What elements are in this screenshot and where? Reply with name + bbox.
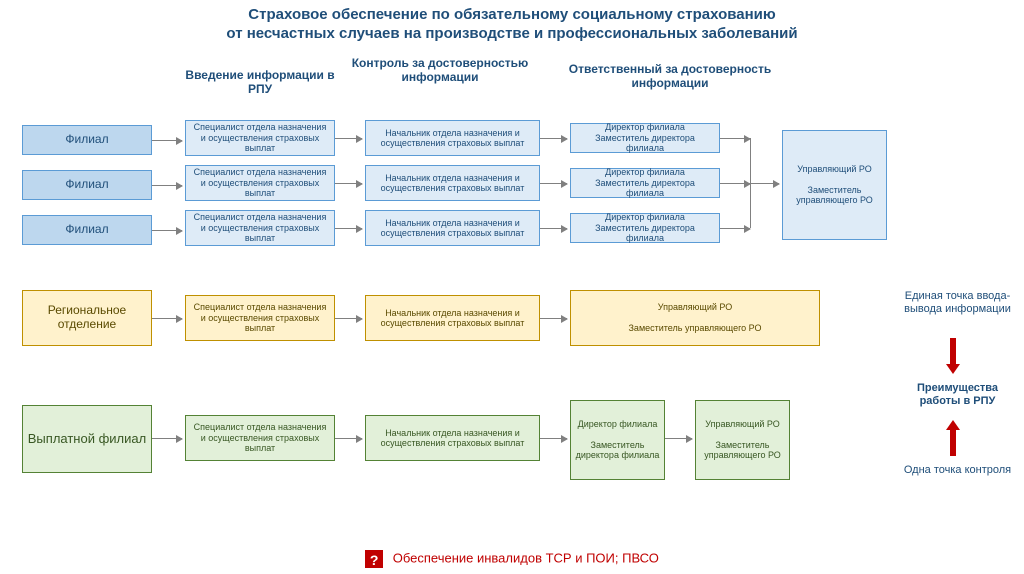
- arrow: [540, 228, 567, 229]
- arrow: [750, 183, 779, 184]
- cell-r1-spec: Специалист отдела назначения и осуществл…: [185, 120, 335, 156]
- cell-r1-dir: Директор филиала Заместитель директора ф…: [570, 123, 720, 153]
- arrow: [665, 438, 692, 439]
- side-text-2: Преимущества работы в РПУ: [900, 382, 1015, 408]
- arrow: [335, 438, 362, 439]
- arrow: [540, 318, 567, 319]
- cell-r1-head: Начальник отдела назначения и осуществле…: [365, 120, 540, 156]
- arrow: [720, 138, 750, 139]
- col-header-1: Введение информации в РПУ: [180, 56, 340, 97]
- col-header-2: Контроль за достоверностью информации: [340, 56, 540, 97]
- label-regional: Региональное отделение: [22, 290, 152, 346]
- cell-r5-spec: Специалист отдела назначения и осуществл…: [185, 415, 335, 461]
- cell-r2-dir: Директор филиала Заместитель директора ф…: [570, 168, 720, 198]
- arrow: [335, 228, 362, 229]
- side-text-1: Единая точка ввода-вывода информации: [900, 290, 1015, 316]
- col-header-3: Ответственный за достоверность информаци…: [540, 56, 800, 97]
- cell-upr-ro: Управляющий РО Заместитель управляющего …: [782, 130, 887, 240]
- arrow: [152, 230, 182, 231]
- arrow: [152, 185, 182, 186]
- arrow: [335, 318, 362, 319]
- question-icon: ?: [365, 550, 383, 568]
- label-filial-3: Филиал: [22, 215, 152, 245]
- label-payout: Выплатной филиал: [22, 405, 152, 473]
- arrow: [540, 183, 567, 184]
- cell-r3-head: Начальник отдела назначения и осуществле…: [365, 210, 540, 246]
- arrow: [720, 228, 750, 229]
- arrow: [152, 140, 182, 141]
- red-arrow-down: [946, 338, 960, 374]
- cell-r4-upr: Управляющий РО Заместитель управляющего …: [570, 290, 820, 346]
- cell-r5-head: Начальник отдела назначения и осуществле…: [365, 415, 540, 461]
- cell-r4-head: Начальник отдела назначения и осуществле…: [365, 295, 540, 341]
- arrow: [720, 183, 750, 184]
- label-filial-2: Филиал: [22, 170, 152, 200]
- label-filial-1: Филиал: [22, 125, 152, 155]
- cell-r3-dir: Директор филиала Заместитель директора ф…: [570, 213, 720, 243]
- arrow: [152, 438, 182, 439]
- cell-r5-upr: Управляющий РО Заместитель управляющего …: [695, 400, 790, 480]
- arrow: [335, 138, 362, 139]
- cell-r5-dir: Директор филиала Заместитель директора ф…: [570, 400, 665, 480]
- column-headers: Введение информации в РПУ Контроль за до…: [0, 56, 1024, 97]
- cell-r3-spec: Специалист отдела назначения и осуществл…: [185, 210, 335, 246]
- arrow: [335, 183, 362, 184]
- cell-r4-spec: Специалист отдела назначения и осуществл…: [185, 295, 335, 341]
- arrow: [540, 138, 567, 139]
- side-text-3: Одна точка контроля: [900, 464, 1015, 477]
- cell-r2-spec: Специалист отдела назначения и осуществл…: [185, 165, 335, 201]
- red-arrow-up: [946, 420, 960, 456]
- cell-r2-head: Начальник отдела назначения и осуществле…: [365, 165, 540, 201]
- arrow: [152, 318, 182, 319]
- footer-note: ? Обеспечение инвалидов ТСР и ПОИ; ПВСО: [0, 550, 1024, 568]
- page-title: Страховое обеспечение по обязательному с…: [0, 0, 1024, 46]
- arrow: [540, 438, 567, 439]
